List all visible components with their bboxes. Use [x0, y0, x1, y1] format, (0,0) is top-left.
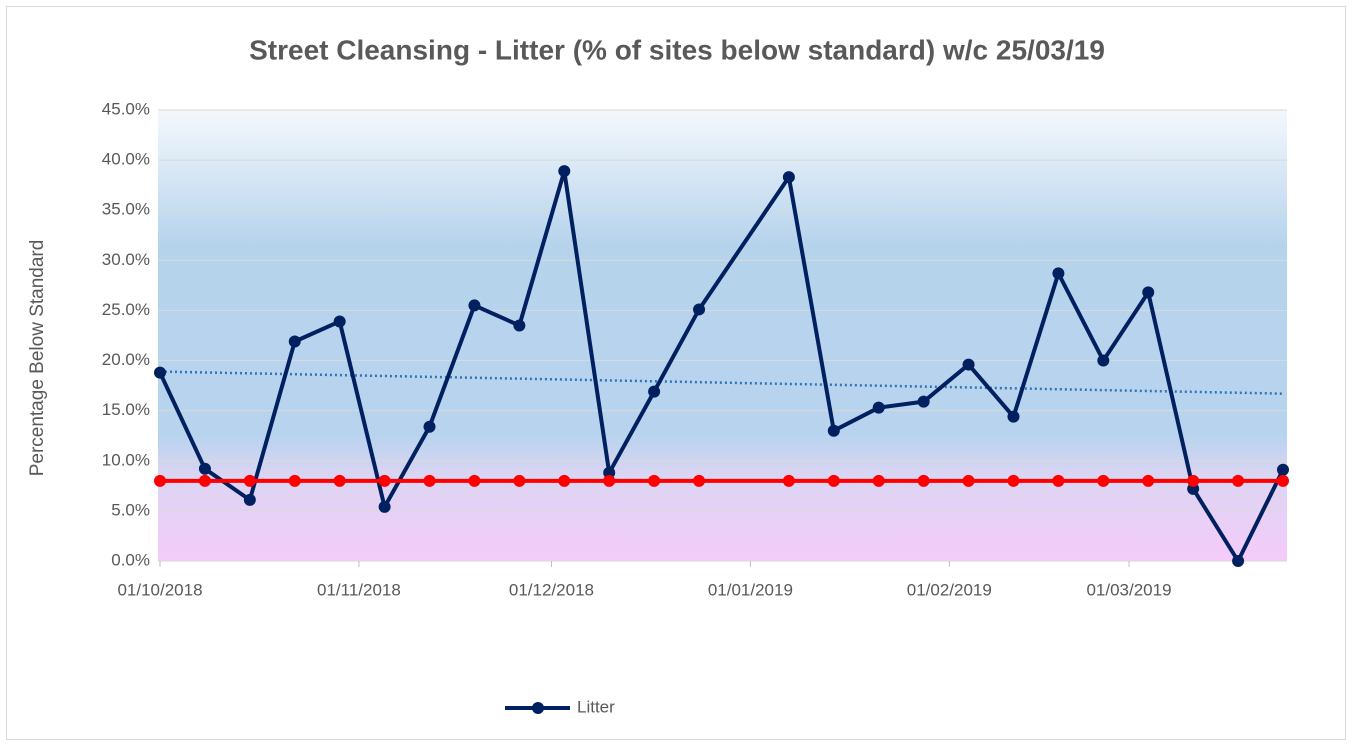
x-tick-label: 01/03/2019 [1086, 580, 1171, 599]
target-line-point [423, 474, 436, 487]
legend-marker [532, 702, 544, 714]
series-line-point [1277, 463, 1289, 476]
series-line-point [917, 395, 930, 408]
x-tick-label: 01/01/2019 [708, 580, 793, 599]
target-line-point [558, 474, 571, 487]
target-line-point [1187, 474, 1200, 487]
target-line-point [378, 474, 391, 487]
y-tick-label: 35.0% [102, 200, 150, 219]
target-line-point [782, 474, 795, 487]
target-line-point [333, 474, 346, 487]
series-line-point [1052, 267, 1065, 280]
series-line-point [827, 424, 840, 437]
y-tick-label: 20.0% [102, 350, 150, 369]
target-line-point [917, 474, 930, 487]
x-tick-label: 01/11/2018 [317, 580, 401, 599]
x-tick-label: 01/02/2019 [907, 580, 992, 599]
y-tick-label: 5.0% [111, 500, 150, 519]
x-tick-label: 01/10/2018 [117, 580, 202, 599]
target-line-point [468, 474, 481, 487]
plot-area [158, 110, 1287, 561]
series-line-point [1007, 410, 1020, 423]
series-line-point [198, 462, 211, 475]
target-line-point [693, 474, 706, 487]
series-line-point [288, 335, 301, 348]
x-tick-label: 01/12/2018 [509, 580, 594, 599]
series-line-point [872, 401, 885, 414]
target-line-point [198, 474, 211, 487]
target-line-point [154, 474, 166, 487]
y-tick-label: 40.0% [102, 150, 150, 169]
target-line-point [872, 474, 885, 487]
target-line-point [1232, 474, 1245, 487]
series-line-point [378, 500, 391, 513]
chart-title: Street Cleansing - Litter (% of sites be… [249, 34, 1105, 65]
series-line-point [782, 171, 795, 184]
series-line-point [648, 385, 661, 398]
trendline [159, 370, 1284, 395]
series-line-point [468, 299, 481, 312]
target-line-point [962, 474, 975, 487]
target-line-point [603, 474, 616, 487]
series-line-point [962, 358, 975, 371]
target-line-point [243, 474, 256, 487]
series-line-point [1232, 555, 1245, 567]
y-tick-label: 45.0% [102, 99, 150, 118]
series-line-point [693, 303, 706, 316]
series-line-point [558, 165, 571, 178]
y-axis-label: Percentage Below Standard [27, 240, 48, 477]
y-tick-label: 15.0% [102, 400, 150, 419]
series-line-point [513, 319, 526, 332]
target-line-point [513, 474, 526, 487]
target-line-point [1007, 474, 1020, 487]
target-line-point [1052, 474, 1065, 487]
target-line-point [1142, 474, 1155, 487]
y-tick-label: 25.0% [102, 300, 150, 319]
target-line-point [1277, 474, 1289, 487]
target-line-point [288, 474, 301, 487]
y-tick-label: 10.0% [102, 450, 150, 469]
series-line-point [333, 315, 346, 328]
series-line-point [243, 493, 256, 506]
series-line-point [1142, 286, 1155, 299]
series-line-point [154, 366, 166, 379]
target-line-point [827, 474, 840, 487]
legend-label: Litter [577, 697, 615, 716]
series-line-point [1097, 354, 1110, 367]
y-tick-label: 0.0% [111, 550, 150, 569]
target-line-point [648, 474, 661, 487]
series-line-point [423, 420, 436, 433]
target-line-point [1097, 474, 1110, 487]
y-tick-label: 30.0% [102, 250, 150, 269]
